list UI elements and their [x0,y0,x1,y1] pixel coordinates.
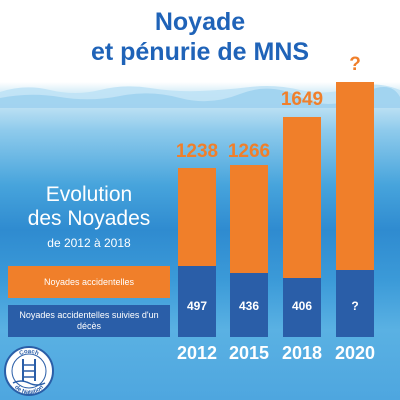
bar-accidental-2018 [283,117,321,278]
legend-label-accidental: Noyades accidentelles [43,276,135,287]
blue-label-2015: 436 [238,299,260,313]
legend-item-accidental: Noyades accidentelles [8,266,170,298]
bar-fatal-2015 [230,273,268,337]
title-line-1: Noyade [154,8,246,36]
water-surface-wave [0,84,400,108]
orange-label-2020: ? [349,54,361,75]
blue-label-2012: 497 [186,299,208,313]
bar-accidental-2012 [178,168,216,266]
x-tick-2012: 2012 [176,343,218,363]
bar-fatal-2012 [178,266,216,337]
x-tick-2020: 2020 [334,343,376,363]
legend-item-fatal: Noyades accidentelles suivies d'un décès [8,305,170,337]
orange-label-2018: 1649 [280,89,324,110]
title-line-2: et pénurie de MNS [90,38,310,66]
bar-fatal-2020 [336,270,374,337]
blue-label-2018: 406 [291,299,313,313]
bar-accidental-2020 [336,82,374,270]
subtitle-line-3: de 2012 à 2018 [47,236,131,250]
orange-label-2015: 1266 [227,141,271,162]
logo-text-bottom: de Natation [13,384,45,396]
coach-de-natation-logo: Coach de Natation [4,346,54,396]
subtitle-line-1: Evolution [45,183,133,206]
blue-label-2020: ? [351,299,359,313]
x-tick-2018: 2018 [281,343,323,363]
x-tick-2015: 2015 [228,343,270,363]
svg-text:de Natation: de Natation [13,384,45,396]
svg-text:Coach: Coach [19,349,40,357]
bar-fatal-2018 [283,278,321,337]
orange-label-2012: 1238 [175,141,219,162]
legend-label-fatal: Noyades accidentelles suivies d'un décès [19,310,159,331]
logo-text-top: Coach [19,349,40,357]
subtitle-line-2: des Noyades [27,207,151,230]
bar-accidental-2015 [230,165,268,273]
